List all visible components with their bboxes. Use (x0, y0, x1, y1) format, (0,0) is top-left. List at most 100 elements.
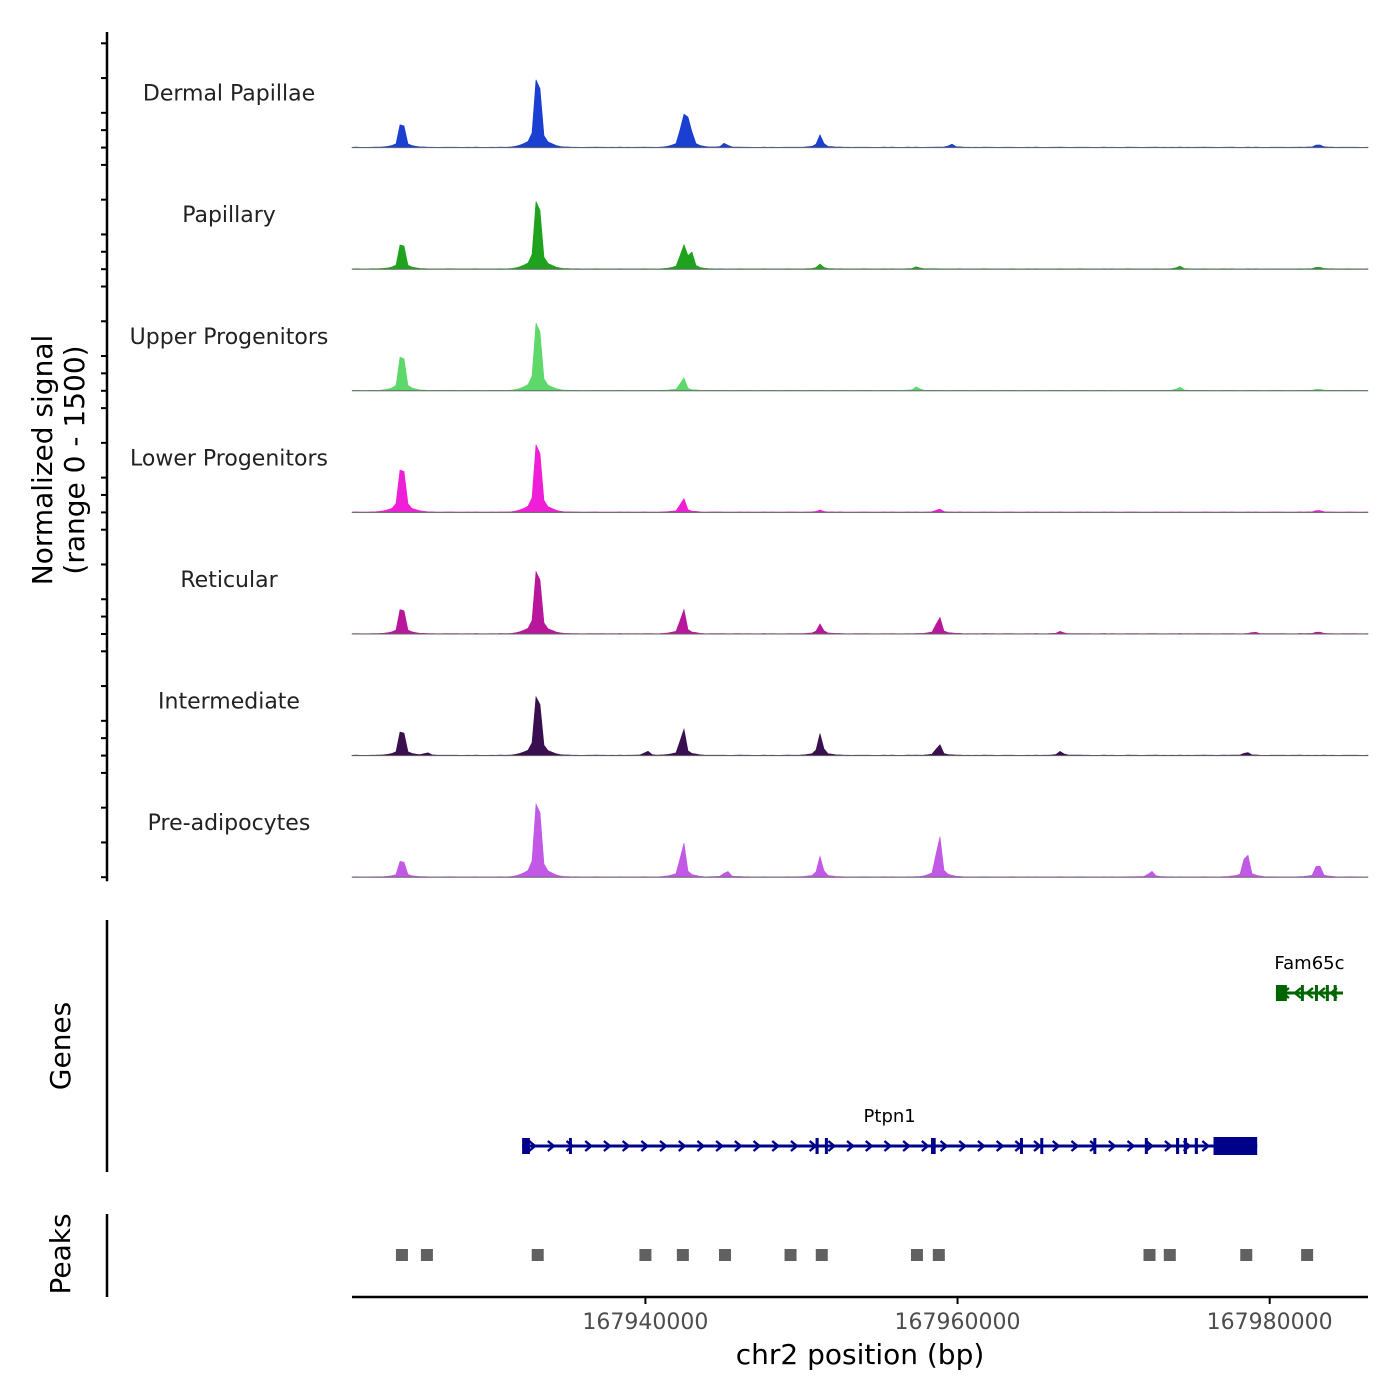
strand-arrow (565, 1140, 575, 1152)
peaks-axis-title: Peaks (44, 1213, 77, 1294)
gene-exon (1019, 1138, 1023, 1154)
gene-exon (931, 1138, 936, 1154)
strand-arrow (715, 1140, 724, 1152)
strand-arrow (1164, 1140, 1173, 1152)
strand-arrow (939, 1140, 949, 1152)
peak-region (815, 1249, 828, 1261)
gene-exon (1314, 985, 1318, 1001)
signal-area (351, 444, 1369, 513)
strand-arrow (1070, 1140, 1080, 1152)
strand-arrow (603, 1140, 612, 1152)
signal-area (351, 803, 1369, 878)
strand-arrow (771, 1140, 781, 1152)
strand-arrow (677, 1140, 687, 1152)
peak-region (932, 1249, 945, 1261)
peak-regions-track (395, 1249, 1314, 1261)
strand-arrow (659, 1140, 668, 1152)
strand-arrow (640, 1140, 650, 1152)
track-label: Intermediate (158, 690, 300, 715)
gene-exon (815, 1138, 819, 1154)
strand-arrow (883, 1140, 893, 1152)
x-axis-tick-label: 167940000 (582, 1310, 708, 1335)
signal-track: Upper Progenitors (130, 322, 1369, 392)
track-label: Papillary (182, 203, 276, 228)
gene-exon (1040, 1138, 1044, 1154)
peak-region (676, 1249, 689, 1261)
strand-arrow (528, 1140, 537, 1152)
signal-track: Reticular (180, 568, 1369, 635)
gene-exon (824, 1138, 828, 1154)
signal-track: Lower Progenitors (130, 444, 1369, 513)
strand-arrow (547, 1140, 556, 1152)
strand-arrow (864, 1140, 874, 1152)
strand-arrow (1293, 987, 1302, 999)
track-label: Reticular (180, 568, 278, 593)
gene-exon (1176, 1138, 1180, 1154)
strand-arrow (1033, 1140, 1042, 1152)
x-axis-tick-label: 167960000 (895, 1310, 1021, 1335)
strand-arrow (621, 1140, 631, 1152)
strand-arrow (958, 1140, 968, 1152)
x-axis-title: chr2 position (bp) (736, 1338, 985, 1371)
signal-area (351, 570, 1369, 635)
strand-arrow (734, 1140, 743, 1152)
peak-region (1143, 1249, 1156, 1261)
strand-arrow (846, 1140, 855, 1152)
peak-region (531, 1249, 544, 1261)
signal-area (351, 79, 1369, 148)
y-axis-range-label: (range 0 - 1500) (58, 345, 91, 574)
strand-arrow (1317, 987, 1326, 999)
peak-region (910, 1249, 923, 1261)
signal-track: Dermal Papillae (143, 79, 1369, 149)
signal-area (351, 201, 1369, 270)
strand-arrow (1145, 1140, 1155, 1152)
gene-model: Ptpn1 (522, 1106, 1258, 1155)
track-label: Lower Progenitors (130, 446, 328, 471)
track-label: Pre-adipocytes (148, 811, 311, 836)
strand-arrow (1126, 1140, 1136, 1152)
peak-region (1240, 1249, 1253, 1261)
strand-arrow (902, 1140, 911, 1152)
gene-exon (522, 1138, 530, 1154)
y-axis-title: Normalized signal (26, 335, 59, 586)
strand-arrow (1051, 1140, 1061, 1152)
signal-tracks: Dermal Papillae Papillary Upper Progenitor… (130, 79, 1369, 878)
gene-label: Ptpn1 (864, 1106, 916, 1127)
gene-exon (1300, 985, 1304, 1001)
peak-region (639, 1249, 652, 1261)
gene-model: Fam65c (1274, 953, 1345, 1001)
strand-arrow (921, 1140, 930, 1152)
gene-exon (1333, 985, 1337, 1001)
peak-region (395, 1249, 408, 1261)
peak-region (1301, 1249, 1314, 1261)
strand-arrow (752, 1140, 762, 1152)
gene-annotation-track: Ptpn1 Fam65c (522, 953, 1345, 1155)
gene-exon (1325, 985, 1329, 1001)
signal-track: Papillary (182, 201, 1369, 270)
signal-track: Pre-adipocytes (148, 803, 1369, 878)
signal-area (351, 322, 1369, 392)
gene-exon (1144, 1138, 1148, 1154)
strand-arrow (584, 1140, 594, 1152)
signal-track: Intermediate (158, 690, 1369, 757)
gene-exon (568, 1138, 572, 1154)
track-label: Dermal Papillae (143, 82, 315, 107)
gene-exon (1194, 1138, 1198, 1154)
strand-arrow (995, 1140, 1005, 1152)
x-axis-tick-label: 167980000 (1207, 1310, 1333, 1335)
peak-region (719, 1249, 732, 1261)
strand-arrow (1201, 1140, 1211, 1152)
strand-arrow (827, 1140, 837, 1152)
signal-area (351, 695, 1369, 756)
strand-arrow (977, 1140, 986, 1152)
track-label: Upper Progenitors (130, 325, 329, 350)
strand-arrow (1305, 987, 1314, 999)
gene-label: Fam65c (1274, 953, 1344, 974)
strand-arrow (1108, 1140, 1117, 1152)
strand-arrow (790, 1140, 799, 1152)
strand-arrow (696, 1140, 706, 1152)
gene-exon (1213, 1137, 1258, 1155)
genes-axis-title: Genes (44, 1002, 77, 1090)
peak-region (1163, 1249, 1176, 1261)
